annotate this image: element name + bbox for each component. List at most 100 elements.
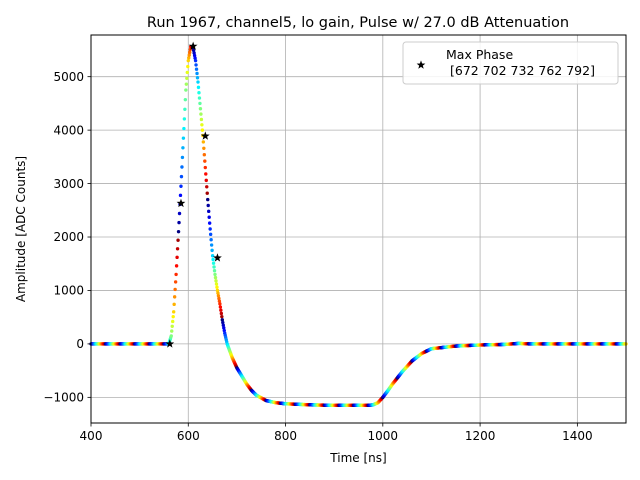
y-tick-label: 4000 <box>53 123 84 137</box>
waveform-point <box>174 264 179 268</box>
max-phase-marker <box>200 131 210 140</box>
axis-ticks: 400 600 800 1000 1200 1400 −1000 0 1000 2000 3000 4… <box>43 70 592 443</box>
plot-frame <box>90 34 627 424</box>
waveform-point <box>195 71 199 76</box>
waveform-point <box>179 174 184 179</box>
waveform-point <box>198 101 202 106</box>
waveform-point <box>177 211 182 216</box>
waveform-point <box>214 279 218 283</box>
waveform-point <box>181 146 185 150</box>
waveform-point <box>171 310 176 314</box>
waveform-point <box>220 318 225 322</box>
waveform-point <box>208 232 213 237</box>
waveform-point <box>172 302 176 307</box>
max-phase-marker <box>213 253 222 262</box>
waveform-point <box>183 107 187 111</box>
waveform-point <box>222 326 226 330</box>
grid-layer <box>90 35 626 423</box>
max-phase-marker <box>165 339 175 348</box>
waveform-point <box>201 140 206 144</box>
waveform-point <box>206 197 210 202</box>
waveform-point <box>204 178 208 183</box>
y-tick-label: 5000 <box>53 70 84 84</box>
x-tick-label: 800 <box>274 429 297 443</box>
waveform-point <box>216 294 221 298</box>
waveform-point <box>176 229 181 234</box>
waveform-point <box>220 314 224 319</box>
waveform-point <box>213 272 217 277</box>
waveform-point <box>193 58 198 63</box>
legend-label: Max Phase <box>446 47 513 62</box>
x-tick-label: 400 <box>80 429 103 443</box>
legend-star-icon <box>416 60 426 69</box>
waveform-point <box>197 91 201 95</box>
waveform-point <box>212 265 216 269</box>
waveform-point <box>196 80 200 84</box>
waveform-point <box>207 215 211 219</box>
waveform-point <box>176 238 180 242</box>
waveform-point <box>209 237 213 242</box>
waveform-point <box>184 88 188 92</box>
waveform-point <box>211 261 216 265</box>
waveform-point <box>182 126 186 131</box>
waveform-point <box>219 311 224 316</box>
waveform-point <box>169 334 173 338</box>
waveform-point <box>171 314 175 319</box>
waveform-point <box>215 285 219 289</box>
waveform-point <box>172 295 177 299</box>
x-tick-label: 1400 <box>562 429 593 443</box>
waveform-point <box>218 305 223 309</box>
waveform-point <box>199 112 203 116</box>
waveform-point <box>173 280 178 284</box>
waveform-point <box>194 67 199 71</box>
waveform-point <box>219 308 223 312</box>
waveform-point <box>193 56 197 60</box>
waveform-point <box>205 185 209 189</box>
max-phase-marker <box>188 41 198 50</box>
waveform-point <box>175 247 180 251</box>
waveform-point <box>217 296 221 301</box>
waveform-point <box>186 58 190 63</box>
waveform-point <box>177 220 181 225</box>
waveform-point <box>203 159 207 163</box>
waveform-point <box>215 288 220 293</box>
waveform-point <box>213 275 218 280</box>
waveform-point <box>179 184 183 188</box>
legend-values: [672 702 732 762 792] <box>450 63 595 78</box>
waveform-point <box>185 70 189 75</box>
waveform-point <box>195 76 200 80</box>
waveform-point <box>184 82 189 86</box>
waveform-point <box>210 248 214 253</box>
waveform-point <box>175 255 179 260</box>
waveform-point <box>187 56 191 60</box>
waveform-point <box>180 165 184 169</box>
waveform-point <box>202 153 207 157</box>
x-tick-label: 1000 <box>368 429 399 443</box>
waveform-point <box>205 191 209 195</box>
chart-title: Run 1967, channel5, lo gain, Pulse w/ 27… <box>147 15 569 31</box>
waveform-point <box>211 257 215 262</box>
waveform-point <box>221 323 225 327</box>
waveform-point <box>200 128 205 132</box>
waveform-point <box>174 272 178 277</box>
waveform-point <box>188 50 192 55</box>
waveform-point <box>183 97 188 102</box>
waveform-point <box>185 76 189 80</box>
waveform-point <box>221 320 225 325</box>
y-tick-label: 3000 <box>53 177 84 191</box>
legend: Max Phase [672 702 732 762 792] <box>402 41 619 85</box>
waveform-point <box>197 96 202 100</box>
waveform-point <box>182 117 187 121</box>
waveform-point <box>214 282 219 286</box>
y-tick-label: −1000 <box>43 391 84 405</box>
legend-box <box>402 41 619 85</box>
waveform-point <box>199 117 204 122</box>
max-phase-marker <box>176 198 186 208</box>
waveform-point <box>209 243 214 247</box>
waveform-point <box>207 221 212 225</box>
waveform-point <box>203 165 207 170</box>
x-tick-label: 1200 <box>465 429 496 443</box>
waveform-point <box>212 268 217 273</box>
waveform-point <box>217 299 222 303</box>
waveform-point <box>192 53 197 58</box>
